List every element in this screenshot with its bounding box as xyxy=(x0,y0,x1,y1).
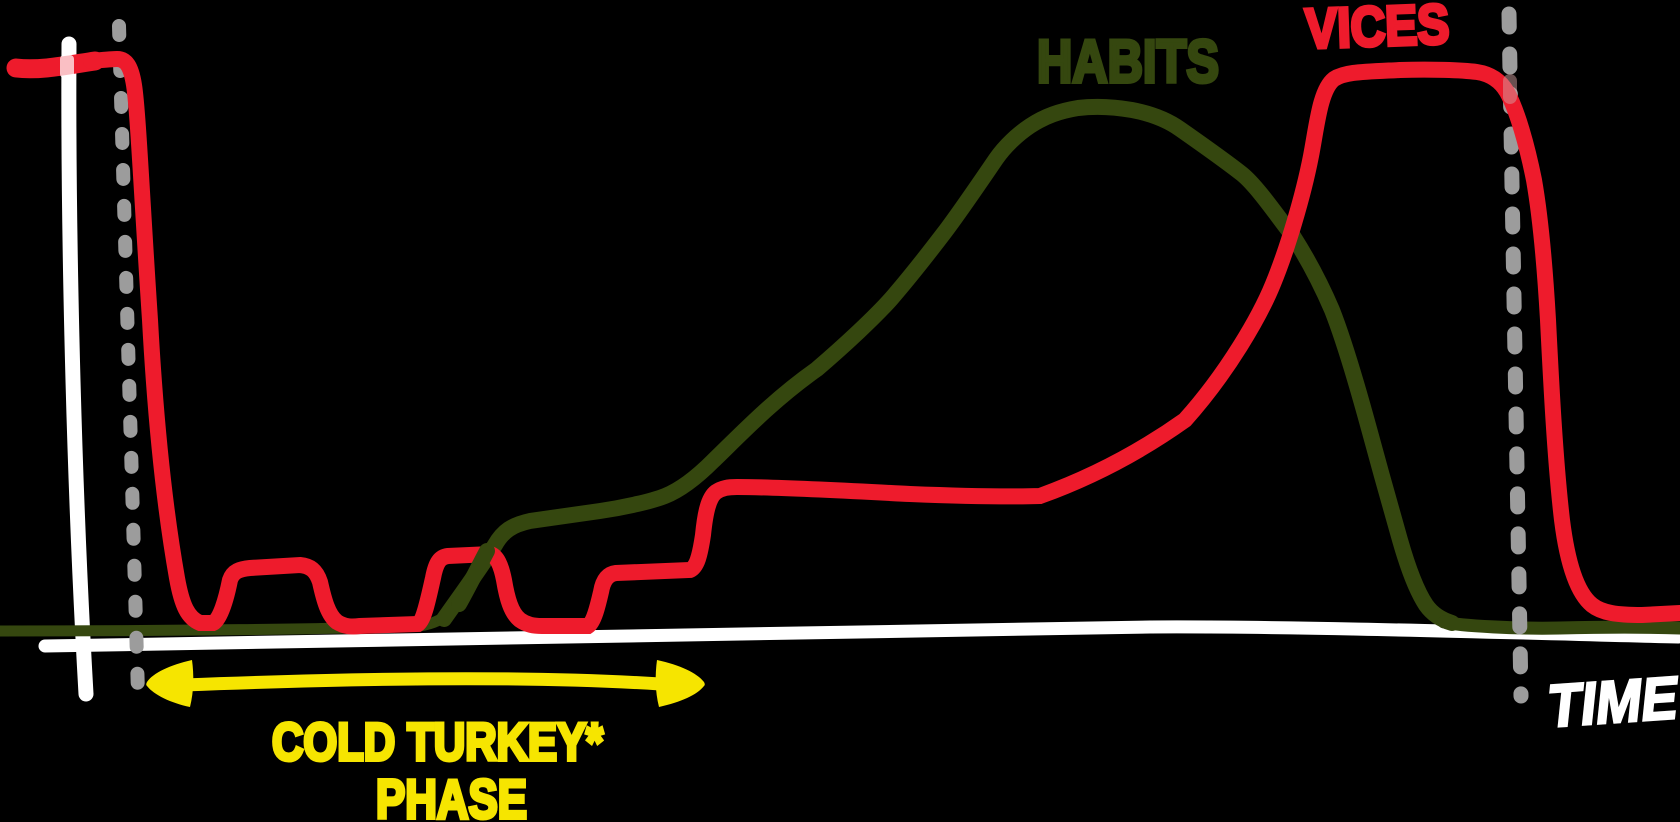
svg-text:TIME: TIME xyxy=(1545,664,1680,740)
svg-text:PHASE: PHASE xyxy=(376,768,527,822)
svg-text:COLD TURKEY*: COLD TURKEY* xyxy=(272,713,603,772)
svg-text:HABITS: HABITS xyxy=(1037,28,1219,95)
svg-text:VICES: VICES xyxy=(1304,0,1450,60)
